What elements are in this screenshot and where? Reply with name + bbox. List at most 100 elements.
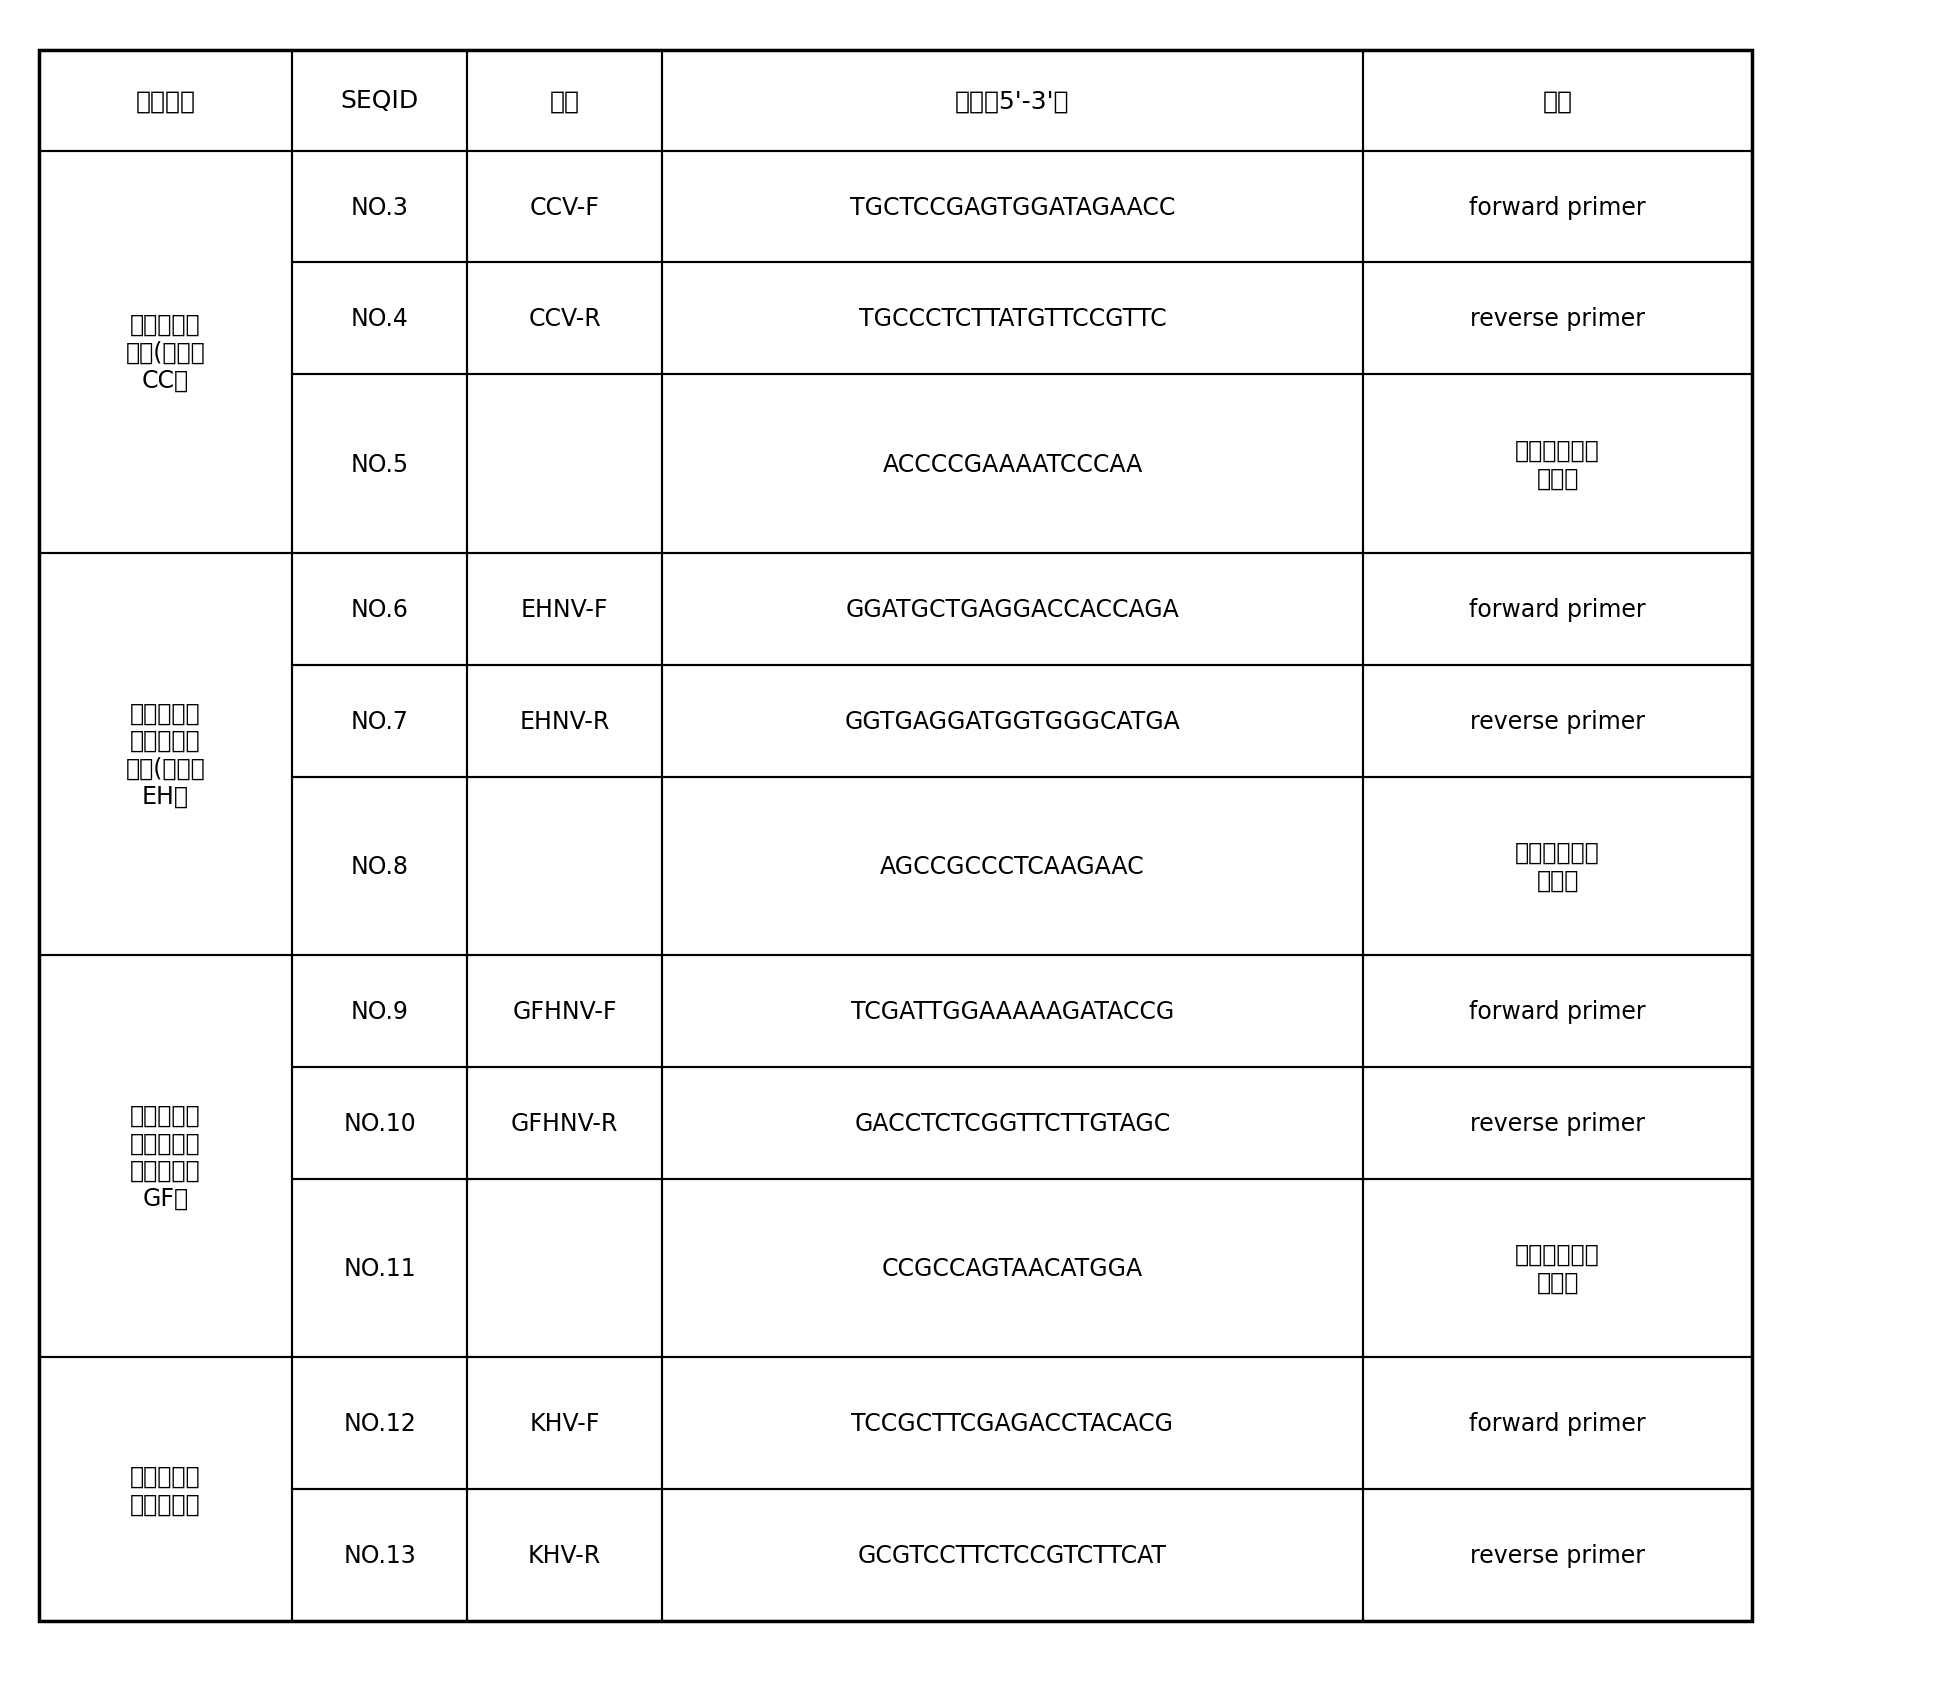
Text: 分子信标探针
靶序列: 分子信标探针 靶序列: [1515, 841, 1600, 892]
Text: reverse primer: reverse primer: [1470, 1111, 1645, 1135]
Text: EHNV-F: EHNV-F: [522, 598, 607, 622]
Bar: [1363, 1490, 1752, 1621]
Bar: [39, 51, 292, 152]
Bar: [39, 956, 292, 1358]
Text: GGTGAGGATGGTGGGCATGA: GGTGAGGATGGTGGGCATGA: [845, 709, 1180, 733]
Bar: [1363, 1179, 1752, 1358]
Bar: [1363, 1358, 1752, 1490]
Bar: [467, 956, 662, 1067]
Bar: [292, 1358, 467, 1490]
Bar: [292, 777, 467, 956]
Text: GFHNV-F: GFHNV-F: [512, 1000, 617, 1024]
Bar: [467, 1067, 662, 1179]
Bar: [1363, 375, 1752, 554]
Bar: [662, 1179, 1363, 1358]
Bar: [662, 375, 1363, 554]
Bar: [39, 554, 292, 956]
Bar: [467, 777, 662, 956]
Bar: [1363, 1067, 1752, 1179]
Bar: [1363, 152, 1752, 263]
Text: NO.13: NO.13: [343, 1544, 417, 1567]
Bar: [662, 665, 1363, 777]
Text: 分子信标探针
靶序列: 分子信标探针 靶序列: [1515, 439, 1600, 490]
Text: forward primer: forward primer: [1470, 1000, 1645, 1024]
Bar: [467, 1358, 662, 1490]
Bar: [467, 665, 662, 777]
Bar: [292, 554, 467, 665]
Bar: [39, 51, 1752, 1621]
Bar: [39, 152, 292, 554]
Text: forward primer: forward primer: [1470, 598, 1645, 622]
Text: NO.3: NO.3: [350, 196, 409, 220]
Text: NO.11: NO.11: [343, 1257, 417, 1280]
Text: 分子信标探针
靶序列: 分子信标探针 靶序列: [1515, 1243, 1600, 1294]
Text: TCCGCTTCGAGACCTACACG: TCCGCTTCGAGACCTACACG: [851, 1412, 1174, 1436]
Bar: [292, 1490, 467, 1621]
Bar: [1363, 956, 1752, 1067]
Text: 锦鲤疱疹病
毒（编号：: 锦鲤疱疹病 毒（编号：: [130, 1464, 201, 1515]
Text: NO.12: NO.12: [343, 1412, 417, 1436]
Text: 流行性造血
器官坏死病
病毒(编号：
EH）: 流行性造血 器官坏死病 病毒(编号： EH）: [127, 701, 204, 809]
Bar: [662, 51, 1363, 152]
Bar: [662, 1067, 1363, 1179]
Bar: [39, 1358, 292, 1621]
Text: GACCTCTCGGTTCTTGTAGC: GACCTCTCGGTTCTTGTAGC: [855, 1111, 1170, 1135]
Text: KHV-F: KHV-F: [530, 1412, 600, 1436]
Text: GCGTCCTTCTCCGTCTTCAT: GCGTCCTTCTCCGTCTTCAT: [859, 1544, 1166, 1567]
Text: NO.4: NO.4: [350, 307, 409, 331]
Text: NO.5: NO.5: [350, 453, 409, 476]
Text: 名称: 名称: [549, 90, 580, 113]
Text: ACCCCGAAAATCCCAA: ACCCCGAAAATCCCAA: [882, 453, 1143, 476]
Text: reverse primer: reverse primer: [1470, 709, 1645, 733]
Bar: [1363, 554, 1752, 665]
Bar: [662, 777, 1363, 956]
Bar: [467, 554, 662, 665]
Text: AGCCGCCCTCAAGAAC: AGCCGCCCTCAAGAAC: [880, 855, 1145, 878]
Bar: [292, 51, 467, 152]
Text: 斑点叉尾鮰
病毒(编号：
CC）: 斑点叉尾鮰 病毒(编号： CC）: [127, 312, 204, 392]
Bar: [292, 665, 467, 777]
Text: KHV-R: KHV-R: [528, 1544, 602, 1567]
Bar: [467, 375, 662, 554]
Text: SEQID: SEQID: [341, 90, 419, 113]
Text: 说明: 说明: [1542, 90, 1573, 113]
Bar: [662, 554, 1363, 665]
Bar: [1363, 263, 1752, 375]
Bar: [662, 1358, 1363, 1490]
Text: TGCTCCGAGTGGATAGAACC: TGCTCCGAGTGGATAGAACC: [849, 196, 1176, 220]
Text: forward primer: forward primer: [1470, 196, 1645, 220]
Bar: [662, 263, 1363, 375]
Text: 金鱼造血器
官坏死病病
毒（编号：
GF）: 金鱼造血器 官坏死病病 毒（编号： GF）: [130, 1103, 201, 1211]
Text: NO.10: NO.10: [343, 1111, 417, 1135]
Text: GGATGCTGAGGACCACCAGA: GGATGCTGAGGACCACCAGA: [845, 598, 1180, 622]
Bar: [662, 956, 1363, 1067]
Text: reverse primer: reverse primer: [1470, 1544, 1645, 1567]
Bar: [1363, 51, 1752, 152]
Text: CCV-F: CCV-F: [530, 196, 600, 220]
Text: NO.8: NO.8: [350, 855, 409, 878]
Bar: [467, 152, 662, 263]
Bar: [1363, 777, 1752, 956]
Bar: [292, 956, 467, 1067]
Text: forward primer: forward primer: [1470, 1412, 1645, 1436]
Bar: [662, 152, 1363, 263]
Text: reverse primer: reverse primer: [1470, 307, 1645, 331]
Bar: [292, 1067, 467, 1179]
Bar: [467, 1490, 662, 1621]
Text: 序列（5'-3'）: 序列（5'-3'）: [956, 90, 1069, 113]
Bar: [292, 263, 467, 375]
Text: CCV-R: CCV-R: [528, 307, 602, 331]
Text: CCGCCAGTAACATGGA: CCGCCAGTAACATGGA: [882, 1257, 1143, 1280]
Bar: [292, 1179, 467, 1358]
Bar: [292, 375, 467, 554]
Text: TCGATTGGAAAAAGATACCG: TCGATTGGAAAAAGATACCG: [851, 1000, 1174, 1024]
Bar: [292, 152, 467, 263]
Bar: [1363, 665, 1752, 777]
Text: EHNV-R: EHNV-R: [520, 709, 609, 733]
Text: NO.7: NO.7: [350, 709, 409, 733]
Text: NO.6: NO.6: [350, 598, 409, 622]
Text: TGCCCTCTTATGTTCCGTTC: TGCCCTCTTATGTTCCGTTC: [859, 307, 1166, 331]
Text: NO.9: NO.9: [350, 1000, 409, 1024]
Bar: [467, 263, 662, 375]
Bar: [467, 51, 662, 152]
